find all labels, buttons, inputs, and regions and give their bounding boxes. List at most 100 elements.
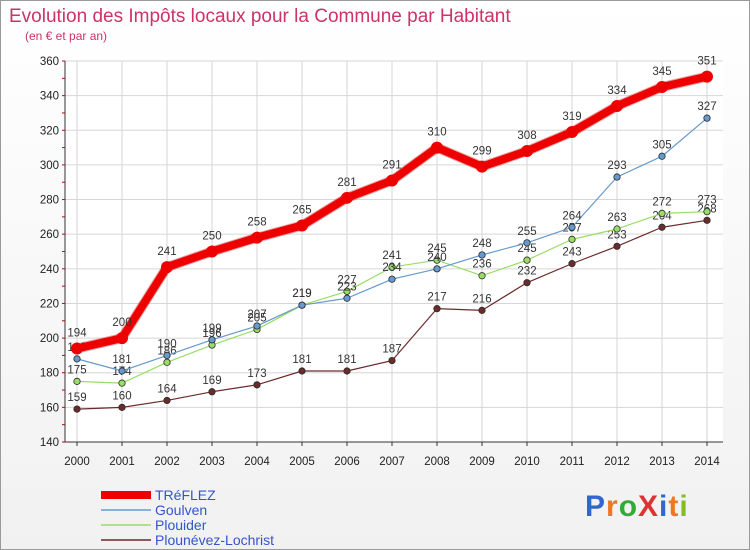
x-tick-label: 2005 xyxy=(289,456,315,468)
x-tick-label: 2009 xyxy=(469,456,495,468)
data-label-tr-flez: 310 xyxy=(427,127,446,139)
data-label-tr-flez: 200 xyxy=(112,317,131,329)
data-point-tr-flez xyxy=(206,245,218,258)
data-label-goulven: 264 xyxy=(562,210,582,222)
data-label-tr-flez: 334 xyxy=(607,85,627,97)
data-point-ploun-vez-lochrist xyxy=(73,405,81,413)
logo-letter: X xyxy=(638,490,660,523)
data-point-tr-flez xyxy=(251,231,263,244)
y-tick-label: 300 xyxy=(40,160,59,172)
data-point-ploun-vez-lochrist xyxy=(388,357,396,365)
data-label-goulven: 181 xyxy=(112,354,131,366)
data-label-tr-flez: 258 xyxy=(247,217,266,229)
data-point-ploun-vez-lochrist xyxy=(118,403,126,411)
data-label-tr-flez: 351 xyxy=(697,56,716,68)
data-point-plouider xyxy=(523,256,531,264)
data-label-tr-flez: 299 xyxy=(472,146,491,158)
data-label-plouider: 236 xyxy=(472,259,491,271)
data-point-goulven xyxy=(433,265,441,273)
data-point-goulven xyxy=(253,322,261,330)
data-label-goulven: 234 xyxy=(382,262,402,274)
legend-label-tr-flez: TRéFLEZ xyxy=(155,487,216,503)
data-label-plouider: 272 xyxy=(652,196,671,208)
data-label-goulven: 255 xyxy=(517,226,536,238)
data-point-goulven xyxy=(658,152,666,160)
y-tick-label: 160 xyxy=(40,402,59,414)
chart-subtitle: (en € et par an) xyxy=(25,29,108,43)
data-label-plouider: 219 xyxy=(292,288,311,300)
logo-letter: P xyxy=(585,490,607,523)
x-tick-label: 2001 xyxy=(109,456,135,468)
data-point-tr-flez xyxy=(161,261,173,274)
y-tick-label: 320 xyxy=(40,125,59,137)
data-label-tr-flez: 319 xyxy=(562,111,581,123)
data-label-plouider: 245 xyxy=(427,243,446,255)
data-point-ploun-vez-lochrist xyxy=(433,305,441,313)
data-point-plouider xyxy=(433,256,441,264)
data-point-ploun-vez-lochrist xyxy=(523,279,531,287)
data-point-tr-flez xyxy=(476,160,488,173)
x-tick-label: 2010 xyxy=(514,456,540,468)
data-label-ploun-vez-lochrist: 253 xyxy=(607,229,626,241)
data-label-ploun-vez-lochrist: 243 xyxy=(562,247,581,259)
data-point-goulven xyxy=(703,114,711,122)
y-tick-label: 220 xyxy=(40,298,59,310)
y-tick-label: 280 xyxy=(40,195,59,207)
data-label-goulven: 248 xyxy=(472,238,491,250)
data-point-goulven xyxy=(343,294,351,302)
data-label-ploun-vez-lochrist: 181 xyxy=(337,354,356,366)
data-label-goulven: 190 xyxy=(157,338,176,350)
data-point-tr-flez xyxy=(116,332,128,345)
data-point-tr-flez xyxy=(431,141,443,154)
data-point-tr-flez xyxy=(701,70,713,83)
data-label-tr-flez: 265 xyxy=(292,205,311,217)
x-tick-label: 2014 xyxy=(694,456,720,468)
logo-letter: i xyxy=(659,490,669,523)
data-point-goulven xyxy=(163,351,171,360)
data-point-ploun-vez-lochrist xyxy=(208,388,216,396)
data-point-tr-flez xyxy=(566,126,578,139)
data-point-tr-flez xyxy=(341,191,353,204)
data-point-tr-flez xyxy=(611,100,623,113)
data-point-tr-flez xyxy=(71,342,83,355)
data-label-ploun-vez-lochrist: 159 xyxy=(67,392,86,404)
x-tick-label: 2013 xyxy=(649,456,675,468)
data-point-goulven xyxy=(388,275,396,283)
x-tick-label: 2002 xyxy=(154,456,180,468)
y-tick-label: 260 xyxy=(40,229,59,241)
legend-label-ploun-vez-lochrist: Plounévez-Lochrist xyxy=(155,532,274,548)
x-tick-label: 2006 xyxy=(334,456,360,468)
data-label-plouider: 205 xyxy=(247,312,266,324)
data-point-ploun-vez-lochrist xyxy=(298,367,306,375)
data-point-goulven xyxy=(73,355,81,363)
data-point-ploun-vez-lochrist xyxy=(658,223,666,231)
legend-label-goulven: Goulven xyxy=(155,502,207,518)
data-point-tr-flez xyxy=(656,80,668,93)
chart-title: Evolution des Impôts locaux pour la Comm… xyxy=(9,6,511,27)
data-point-goulven xyxy=(523,239,531,247)
data-point-plouider xyxy=(163,358,171,366)
data-label-goulven: 327 xyxy=(697,101,716,113)
data-point-plouider xyxy=(388,263,396,271)
data-point-goulven xyxy=(208,336,216,344)
data-label-ploun-vez-lochrist: 216 xyxy=(472,293,491,305)
data-label-ploun-vez-lochrist: 164 xyxy=(157,383,177,395)
data-point-plouider xyxy=(703,208,711,216)
data-label-goulven: 240 xyxy=(427,252,446,264)
x-tick-label: 2004 xyxy=(244,456,270,468)
x-tick-label: 2003 xyxy=(199,456,225,468)
x-tick-label: 2007 xyxy=(379,456,405,468)
data-point-goulven xyxy=(613,173,621,181)
data-label-ploun-vez-lochrist: 187 xyxy=(382,344,401,356)
data-label-goulven: 199 xyxy=(202,323,221,335)
data-label-plouider: 263 xyxy=(607,212,626,224)
data-label-plouider: 245 xyxy=(517,243,536,255)
y-tick-label: 360 xyxy=(40,56,59,68)
y-tick-label: 340 xyxy=(40,91,59,103)
logo-letter: t xyxy=(668,490,680,523)
data-point-ploun-vez-lochrist xyxy=(163,396,171,405)
y-tick-label: 240 xyxy=(40,264,59,276)
data-point-plouider xyxy=(118,379,126,387)
